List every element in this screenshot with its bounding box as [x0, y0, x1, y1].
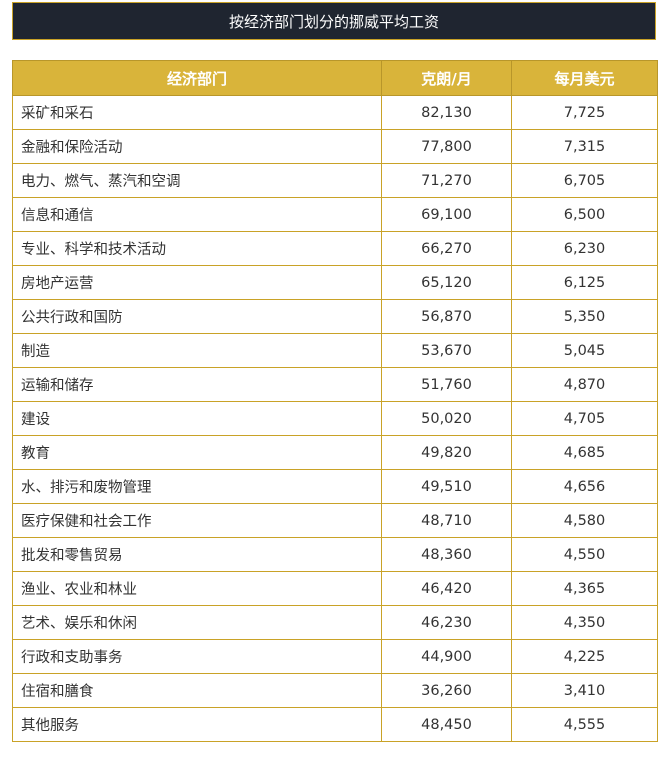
nok-cell: 48,710: [381, 503, 512, 538]
nok-cell: 65,120: [381, 265, 512, 300]
sector-cell: 金融和保险活动: [12, 129, 382, 164]
table-row: 批发和零售贸易 48,360 4,550: [12, 537, 658, 572]
table-row: 房地产运营 65,120 6,125: [12, 265, 658, 300]
sector-cell: 其他服务: [12, 707, 382, 742]
usd-cell: 4,870: [511, 367, 658, 402]
usd-cell: 7,315: [511, 129, 658, 164]
usd-cell: 4,350: [511, 605, 658, 640]
nok-cell: 49,820: [381, 435, 512, 470]
sector-cell: 行政和支助事务: [12, 639, 382, 674]
sector-cell: 专业、科学和技术活动: [12, 231, 382, 266]
usd-cell: 4,555: [511, 707, 658, 742]
table-header-row: 经济部门 克朗/月 每月美元: [12, 60, 658, 96]
sector-cell: 房地产运营: [12, 265, 382, 300]
sector-cell: 信息和通信: [12, 197, 382, 232]
nok-cell: 44,900: [381, 639, 512, 674]
table-row: 水、排污和废物管理 49,510 4,656: [12, 469, 658, 504]
nok-cell: 48,360: [381, 537, 512, 572]
table-row: 金融和保险活动 77,800 7,315: [12, 129, 658, 164]
usd-cell: 3,410: [511, 673, 658, 708]
nok-cell: 71,270: [381, 163, 512, 198]
nok-cell: 36,260: [381, 673, 512, 708]
table-row: 教育 49,820 4,685: [12, 435, 658, 470]
nok-cell: 66,270: [381, 231, 512, 266]
usd-cell: 5,045: [511, 333, 658, 368]
sector-cell: 教育: [12, 435, 382, 470]
table-row: 行政和支助事务 44,900 4,225: [12, 639, 658, 674]
usd-cell: 4,365: [511, 571, 658, 606]
table-row: 建设 50,020 4,705: [12, 401, 658, 436]
table-row: 信息和通信 69,100 6,500: [12, 197, 658, 232]
table-row: 运输和储存 51,760 4,870: [12, 367, 658, 402]
sector-cell: 公共行政和国防: [12, 299, 382, 334]
sector-cell: 艺术、娱乐和休闲: [12, 605, 382, 640]
usd-cell: 6,500: [511, 197, 658, 232]
page-title: 按经济部门划分的挪威平均工资: [12, 2, 656, 40]
table-row: 电力、燃气、蒸汽和空调 71,270 6,705: [12, 163, 658, 198]
nok-cell: 56,870: [381, 299, 512, 334]
sector-cell: 运输和储存: [12, 367, 382, 402]
nok-cell: 51,760: [381, 367, 512, 402]
usd-cell: 6,230: [511, 231, 658, 266]
usd-cell: 4,705: [511, 401, 658, 436]
table-row: 住宿和膳食 36,260 3,410: [12, 673, 658, 708]
usd-cell: 7,725: [511, 95, 658, 130]
table-row: 渔业、农业和林业 46,420 4,365: [12, 571, 658, 606]
usd-cell: 4,685: [511, 435, 658, 470]
usd-cell: 6,125: [511, 265, 658, 300]
sector-cell: 电力、燃气、蒸汽和空调: [12, 163, 382, 198]
usd-cell: 4,580: [511, 503, 658, 538]
usd-cell: 6,705: [511, 163, 658, 198]
usd-cell: 4,225: [511, 639, 658, 674]
nok-cell: 53,670: [381, 333, 512, 368]
nok-cell: 77,800: [381, 129, 512, 164]
nok-cell: 49,510: [381, 469, 512, 504]
nok-cell: 82,130: [381, 95, 512, 130]
header-usd-per-month: 每月美元: [511, 60, 658, 96]
sector-cell: 建设: [12, 401, 382, 436]
nok-cell: 46,230: [381, 605, 512, 640]
table-row: 医疗保健和社会工作 48,710 4,580: [12, 503, 658, 538]
usd-cell: 4,550: [511, 537, 658, 572]
header-sector: 经济部门: [12, 60, 382, 96]
usd-cell: 5,350: [511, 299, 658, 334]
table-row: 制造 53,670 5,045: [12, 333, 658, 368]
sector-cell: 制造: [12, 333, 382, 368]
sector-cell: 批发和零售贸易: [12, 537, 382, 572]
sector-cell: 住宿和膳食: [12, 673, 382, 708]
table-row: 采矿和采石 82,130 7,725: [12, 95, 658, 130]
header-nok-per-month: 克朗/月: [381, 60, 512, 96]
usd-cell: 4,656: [511, 469, 658, 504]
table-row: 专业、科学和技术活动 66,270 6,230: [12, 231, 658, 266]
table-row: 公共行政和国防 56,870 5,350: [12, 299, 658, 334]
nok-cell: 46,420: [381, 571, 512, 606]
nok-cell: 48,450: [381, 707, 512, 742]
table-row: 其他服务 48,450 4,555: [12, 707, 658, 742]
sector-cell: 渔业、农业和林业: [12, 571, 382, 606]
nok-cell: 69,100: [381, 197, 512, 232]
wage-table: 经济部门 克朗/月 每月美元 采矿和采石 82,130 7,725 金融和保险活动 77…: [12, 60, 658, 742]
sector-cell: 医疗保健和社会工作: [12, 503, 382, 538]
sector-cell: 采矿和采石: [12, 95, 382, 130]
sector-cell: 水、排污和废物管理: [12, 469, 382, 504]
table-row: 艺术、娱乐和休闲 46,230 4,350: [12, 605, 658, 640]
nok-cell: 50,020: [381, 401, 512, 436]
